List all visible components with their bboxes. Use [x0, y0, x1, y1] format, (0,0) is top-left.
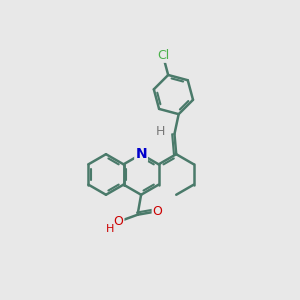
- Text: O: O: [153, 205, 163, 218]
- Text: O: O: [114, 215, 124, 228]
- Text: Cl: Cl: [157, 49, 169, 62]
- Text: H: H: [106, 224, 114, 234]
- Text: N: N: [135, 147, 147, 161]
- Text: H: H: [156, 125, 165, 138]
